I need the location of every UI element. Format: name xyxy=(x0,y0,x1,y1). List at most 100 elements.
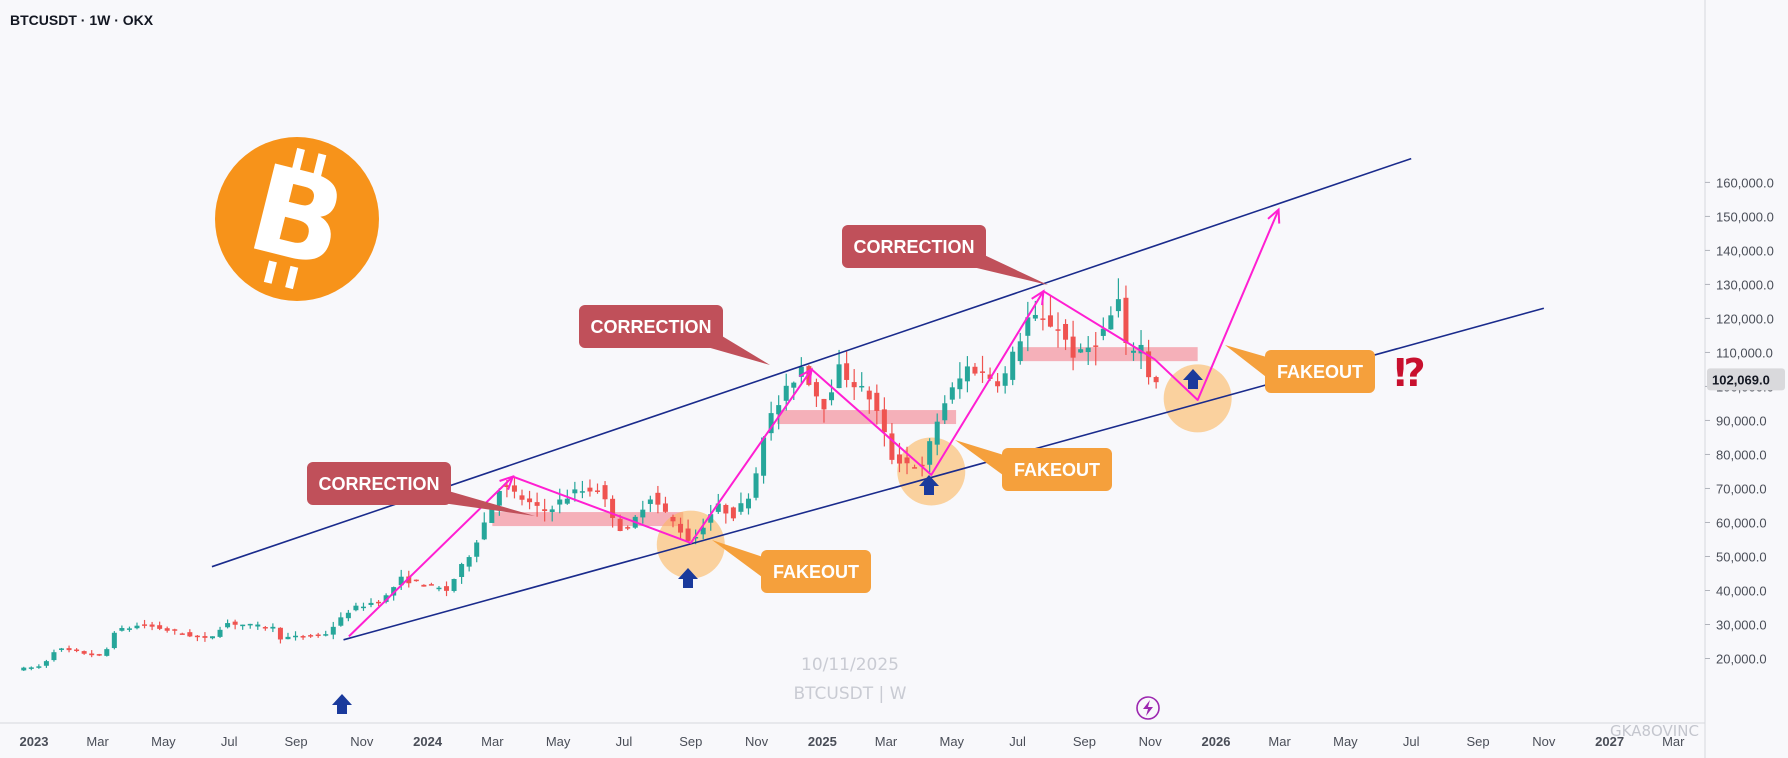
correction-zone xyxy=(492,512,684,527)
candle-body xyxy=(579,491,585,493)
candle-body xyxy=(942,403,948,421)
bitcoin-logo-icon: B xyxy=(215,137,379,301)
candle-body xyxy=(293,635,299,638)
candle-body xyxy=(829,392,835,401)
projection-arrowhead xyxy=(1267,207,1281,224)
fakeout-label-box xyxy=(1002,448,1112,491)
candle-body xyxy=(1078,349,1084,353)
candle-body xyxy=(21,667,27,671)
correction-label: CORRECTION xyxy=(854,237,975,257)
candle-body xyxy=(134,625,140,629)
candle-body xyxy=(625,527,631,529)
bitcoin-logo-circle xyxy=(215,137,379,301)
fakeout-label: FAKEOUT xyxy=(1014,460,1100,480)
fakeout-label-box xyxy=(761,550,871,593)
candle-body xyxy=(270,626,276,629)
price-tick-label: 90,000.0 xyxy=(1716,413,1767,428)
candle-body xyxy=(715,503,721,512)
price-tick-label: 20,000.0 xyxy=(1716,652,1767,667)
price-tick-label: 30,000.0 xyxy=(1716,617,1767,632)
candle-body xyxy=(980,371,986,373)
candle-body xyxy=(421,584,427,587)
price-tick-label: 80,000.0 xyxy=(1716,447,1767,462)
candle-body xyxy=(889,433,895,460)
candle-body xyxy=(240,624,246,627)
candle-body xyxy=(187,632,193,637)
time-axis-label: May xyxy=(546,734,571,749)
candle-body xyxy=(81,651,87,654)
time-axis-label: Jul xyxy=(1403,734,1420,749)
time-axis-label: Nov xyxy=(1532,734,1556,749)
time-axis-label: Nov xyxy=(350,734,374,749)
candle-body xyxy=(436,587,442,590)
candle-body xyxy=(610,498,616,518)
correction-label: CORRECTION xyxy=(591,317,712,337)
candle-body xyxy=(383,595,389,602)
candle-body xyxy=(149,624,155,627)
candle-body xyxy=(338,617,344,626)
candle-body xyxy=(285,636,291,640)
candle-body xyxy=(202,636,208,638)
time-axis-label: Mar xyxy=(481,734,504,749)
price-tick-label: 150,000.0 xyxy=(1716,209,1774,224)
time-axis-label: Sep xyxy=(1466,734,1489,749)
candle-body xyxy=(1055,329,1061,331)
candle-body xyxy=(1093,345,1099,347)
lightning-icon-bolt xyxy=(1143,700,1153,716)
candle-body xyxy=(859,385,865,388)
candle-body xyxy=(142,624,148,626)
candle-body xyxy=(262,627,268,629)
lightning-icon[interactable] xyxy=(1136,696,1160,720)
candle-body xyxy=(1002,373,1008,386)
current-price-tag xyxy=(1707,368,1785,391)
time-axis-label: Sep xyxy=(284,734,307,749)
correction-label-box xyxy=(579,305,723,348)
candle-body xyxy=(1123,297,1129,344)
candle-body xyxy=(164,628,170,631)
candle-body xyxy=(157,625,163,629)
candle-body xyxy=(708,514,714,523)
candle-body xyxy=(640,509,646,518)
candle-body xyxy=(360,606,366,609)
candle-body xyxy=(836,364,842,389)
price-tick-label: 110,000.0 xyxy=(1716,345,1773,360)
candle-body xyxy=(376,601,382,604)
candle-body xyxy=(730,507,736,519)
candle-body xyxy=(1040,318,1046,320)
candle-body xyxy=(768,413,774,434)
bitcoin-logo-bar xyxy=(285,265,299,290)
candle-body xyxy=(557,499,563,505)
candle-body xyxy=(534,502,540,506)
fakeout-callout: FAKEOUT xyxy=(955,440,1112,491)
time-axis-label: Nov xyxy=(1139,734,1163,749)
candle-body xyxy=(511,485,517,492)
candle-body xyxy=(896,454,902,464)
candle-body xyxy=(519,495,525,500)
candle-body xyxy=(466,557,472,567)
candle-body xyxy=(1085,347,1091,353)
candle-body xyxy=(391,587,397,596)
candle-body xyxy=(655,492,661,505)
candle-body xyxy=(459,564,465,577)
candle-body xyxy=(813,382,819,397)
price-tick-label: 120,000.0 xyxy=(1716,311,1774,326)
fakeout-label: FAKEOUT xyxy=(773,562,859,582)
candle-body xyxy=(572,489,578,494)
time-axis-label: 2025 xyxy=(808,734,837,749)
candle-body xyxy=(406,576,412,584)
candle-body xyxy=(481,522,487,540)
candle-body xyxy=(1153,377,1159,383)
candle-body xyxy=(66,648,72,651)
current-price-label: 102,069.0 xyxy=(1712,372,1770,387)
candle-body xyxy=(255,624,261,627)
candle-body xyxy=(964,366,970,382)
candle-body xyxy=(504,485,510,488)
candle-body xyxy=(647,499,653,504)
time-axis-label: Mar xyxy=(875,734,898,749)
correction-callout: CORRECTION xyxy=(579,305,770,365)
credit-watermark: GKA8OVINC xyxy=(1610,722,1699,740)
up-arrow-icon xyxy=(678,568,698,588)
correction-zone xyxy=(1017,347,1198,362)
